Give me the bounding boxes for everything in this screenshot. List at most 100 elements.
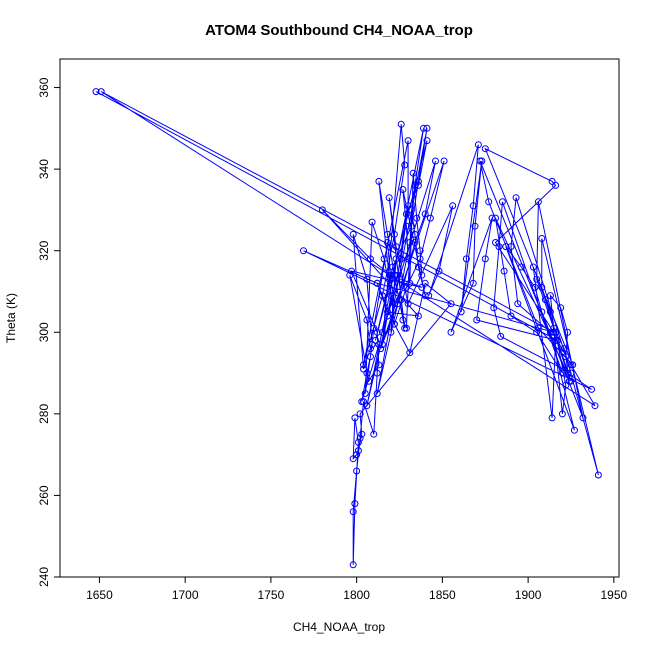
data-point [473, 316, 481, 324]
data-point [397, 120, 405, 128]
data-point [594, 471, 602, 479]
data-point [351, 414, 359, 422]
data-point [394, 271, 402, 279]
data-point [373, 279, 381, 287]
data-point [531, 283, 539, 291]
data-point [497, 332, 505, 340]
data-point [356, 410, 364, 418]
data-point [399, 186, 407, 193]
x-tick-label: 1900 [515, 588, 542, 602]
data-point [541, 296, 549, 304]
data-point [349, 508, 357, 516]
data-point [495, 243, 503, 251]
x-tick-label: 1800 [343, 588, 370, 602]
data-point [420, 124, 427, 132]
y-tick-label: 240 [37, 567, 51, 587]
x-tick-label: 1650 [86, 588, 113, 602]
data-point [300, 247, 307, 255]
data-point [469, 202, 477, 210]
data-point [591, 402, 599, 410]
y-tick-label: 260 [37, 485, 51, 505]
data-point [514, 300, 522, 308]
data-point [378, 341, 386, 348]
x-tick-label: 1850 [429, 588, 456, 602]
data-point [97, 88, 105, 96]
data-point [416, 247, 424, 255]
data-point [538, 235, 546, 242]
data-point [399, 316, 407, 324]
data-point [546, 328, 554, 336]
data-point [346, 271, 354, 279]
data-point [560, 345, 568, 353]
data-point [570, 426, 578, 434]
data-point [373, 328, 381, 336]
data-point [363, 316, 371, 324]
data-point [517, 263, 525, 271]
data-point [449, 202, 457, 210]
data-point [534, 324, 542, 332]
data-point [404, 255, 412, 263]
data-point [356, 434, 364, 442]
data-point [579, 414, 587, 422]
data-point [377, 345, 385, 353]
data-point [414, 177, 422, 185]
data-point [421, 210, 429, 218]
data-point [390, 271, 398, 279]
data-point [418, 271, 426, 279]
data-point [564, 328, 572, 336]
data-point [402, 283, 410, 291]
data-point [567, 369, 575, 377]
data-point [402, 222, 410, 230]
y-tick-label: 300 [37, 322, 51, 342]
data-point [387, 328, 395, 336]
data-point [502, 243, 510, 251]
data-point [435, 267, 443, 275]
data-point [396, 275, 403, 283]
data-point [476, 157, 484, 165]
data-point [481, 255, 489, 263]
plot-frame [59, 58, 620, 578]
data-point [474, 141, 482, 149]
data-point [538, 283, 546, 291]
data-point [402, 324, 410, 332]
data-point [389, 263, 397, 271]
data-point [353, 467, 361, 475]
data-point [392, 255, 400, 263]
data-point [384, 239, 391, 246]
data-point [425, 292, 433, 300]
data-point [414, 263, 422, 271]
data-point [385, 194, 393, 202]
data-point [490, 304, 498, 312]
data-point [406, 239, 414, 246]
data-point [401, 161, 409, 169]
chart-title: ATOM4 Southbound CH4_NOAA_trop [205, 22, 473, 39]
data-point [418, 283, 426, 291]
data-point [565, 377, 573, 385]
x-tick-label: 1700 [172, 588, 199, 602]
data-point [397, 255, 405, 263]
data-point [387, 292, 395, 300]
data-point [390, 300, 398, 308]
data-point [349, 230, 357, 238]
data-point [557, 304, 565, 312]
data-point [569, 361, 577, 369]
data-point [529, 263, 537, 271]
data-point [421, 292, 429, 300]
data-point [432, 157, 439, 165]
data-point [498, 198, 506, 206]
data-point [533, 275, 541, 283]
data-point [394, 300, 402, 308]
data-point [406, 349, 414, 357]
data-point [361, 390, 369, 397]
data-point [488, 214, 496, 222]
data-point [562, 353, 570, 361]
x-tick-label: 1750 [258, 588, 285, 602]
data-point [548, 414, 556, 422]
data-point [373, 369, 381, 377]
data-point [370, 324, 378, 332]
y-axis: 240 260 280 300 320 340 360 [37, 77, 60, 587]
x-axis: 1650 1700 1750 1800 1850 1900 1950 [86, 577, 628, 602]
data-point [546, 292, 554, 300]
data-point [402, 210, 410, 218]
data-point [409, 169, 417, 177]
